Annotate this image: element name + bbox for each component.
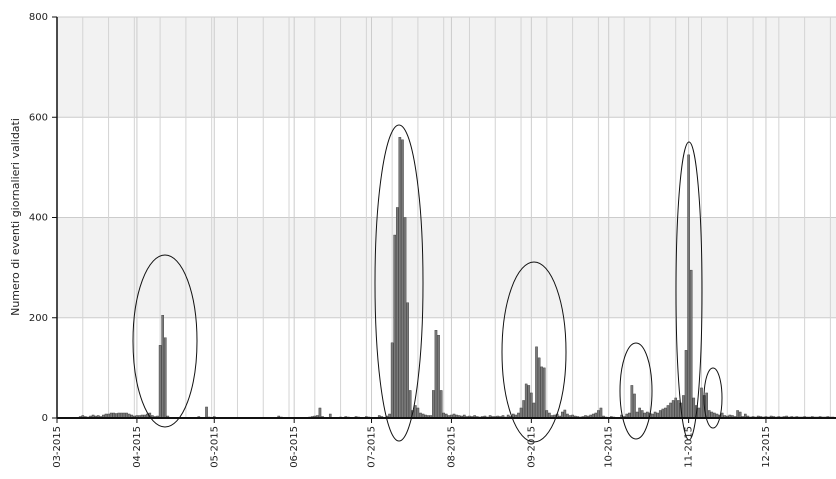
x-tick-label: 05-2015	[209, 426, 220, 468]
bar	[676, 400, 680, 419]
bar	[666, 405, 670, 419]
x-tick-label: 09-2015	[526, 426, 537, 468]
bar	[401, 139, 404, 419]
bar	[390, 342, 394, 419]
x-tick-label: 04-2015	[132, 426, 143, 468]
x-tick-label: 12-2015	[761, 426, 772, 468]
y-tick-label: 400	[29, 213, 48, 224]
annotations	[132, 124, 723, 443]
bar	[535, 346, 538, 419]
bar	[669, 402, 672, 419]
bar	[398, 137, 402, 419]
bar	[545, 410, 549, 419]
x-tick-label: 08-2015	[446, 426, 457, 468]
bar	[563, 409, 567, 419]
bar	[697, 407, 701, 419]
bar	[682, 395, 685, 419]
highlight-ellipse	[501, 261, 567, 443]
x-tick-label: 06-2015	[289, 426, 300, 468]
bar	[395, 207, 399, 419]
bar	[658, 410, 662, 419]
bar	[414, 405, 417, 419]
bar	[318, 407, 322, 419]
bar	[661, 408, 665, 419]
bar	[692, 397, 696, 419]
bar	[403, 217, 407, 419]
bar	[700, 387, 703, 419]
bar	[437, 335, 440, 419]
y-tick-label: 600	[29, 112, 48, 123]
highlight-ellipse	[374, 124, 424, 442]
bar	[530, 392, 533, 419]
x-tick-label: 03-2015	[52, 426, 63, 468]
bar	[406, 302, 409, 419]
bar	[540, 366, 543, 419]
bar	[599, 407, 603, 419]
bar	[633, 393, 636, 419]
band	[57, 217, 836, 318]
bar	[707, 410, 711, 419]
highlight-ellipse	[675, 141, 703, 441]
bar	[393, 234, 397, 419]
bar	[671, 400, 675, 419]
bar	[537, 357, 541, 419]
y-tick-label: 0	[42, 413, 48, 424]
bar	[416, 407, 420, 419]
bar	[434, 330, 438, 419]
x-tick-label: 11-2015	[684, 426, 695, 468]
bar	[630, 385, 634, 419]
bar	[532, 402, 536, 419]
y-tick-label: 800	[29, 12, 48, 23]
y-tick-label: 200	[29, 313, 48, 324]
bar	[205, 406, 208, 419]
bar	[638, 407, 641, 419]
bar	[527, 385, 531, 419]
highlight-ellipse	[703, 367, 723, 429]
bar	[684, 350, 688, 419]
bar	[439, 390, 443, 419]
bar	[689, 269, 693, 419]
bar	[524, 383, 528, 419]
bar	[408, 390, 412, 419]
bar	[674, 397, 678, 419]
highlight-ellipse	[132, 254, 198, 428]
y-axis-label: Numero di eventi giornalieri validati	[9, 118, 22, 316]
bar	[542, 367, 546, 419]
bar	[161, 315, 164, 419]
bar	[664, 407, 667, 419]
bar	[519, 407, 523, 419]
bar	[522, 400, 525, 419]
x-tick-label: 07-2015	[367, 426, 378, 468]
bar	[432, 390, 435, 419]
bar	[163, 337, 167, 419]
background-bands	[57, 17, 836, 318]
bar	[597, 410, 600, 419]
bar	[687, 154, 690, 419]
bar	[736, 410, 739, 419]
bar	[640, 410, 644, 419]
bar	[158, 345, 162, 419]
highlight-ellipse	[619, 342, 653, 440]
band	[57, 17, 836, 118]
x-tick-label: 10-2015	[604, 426, 615, 468]
